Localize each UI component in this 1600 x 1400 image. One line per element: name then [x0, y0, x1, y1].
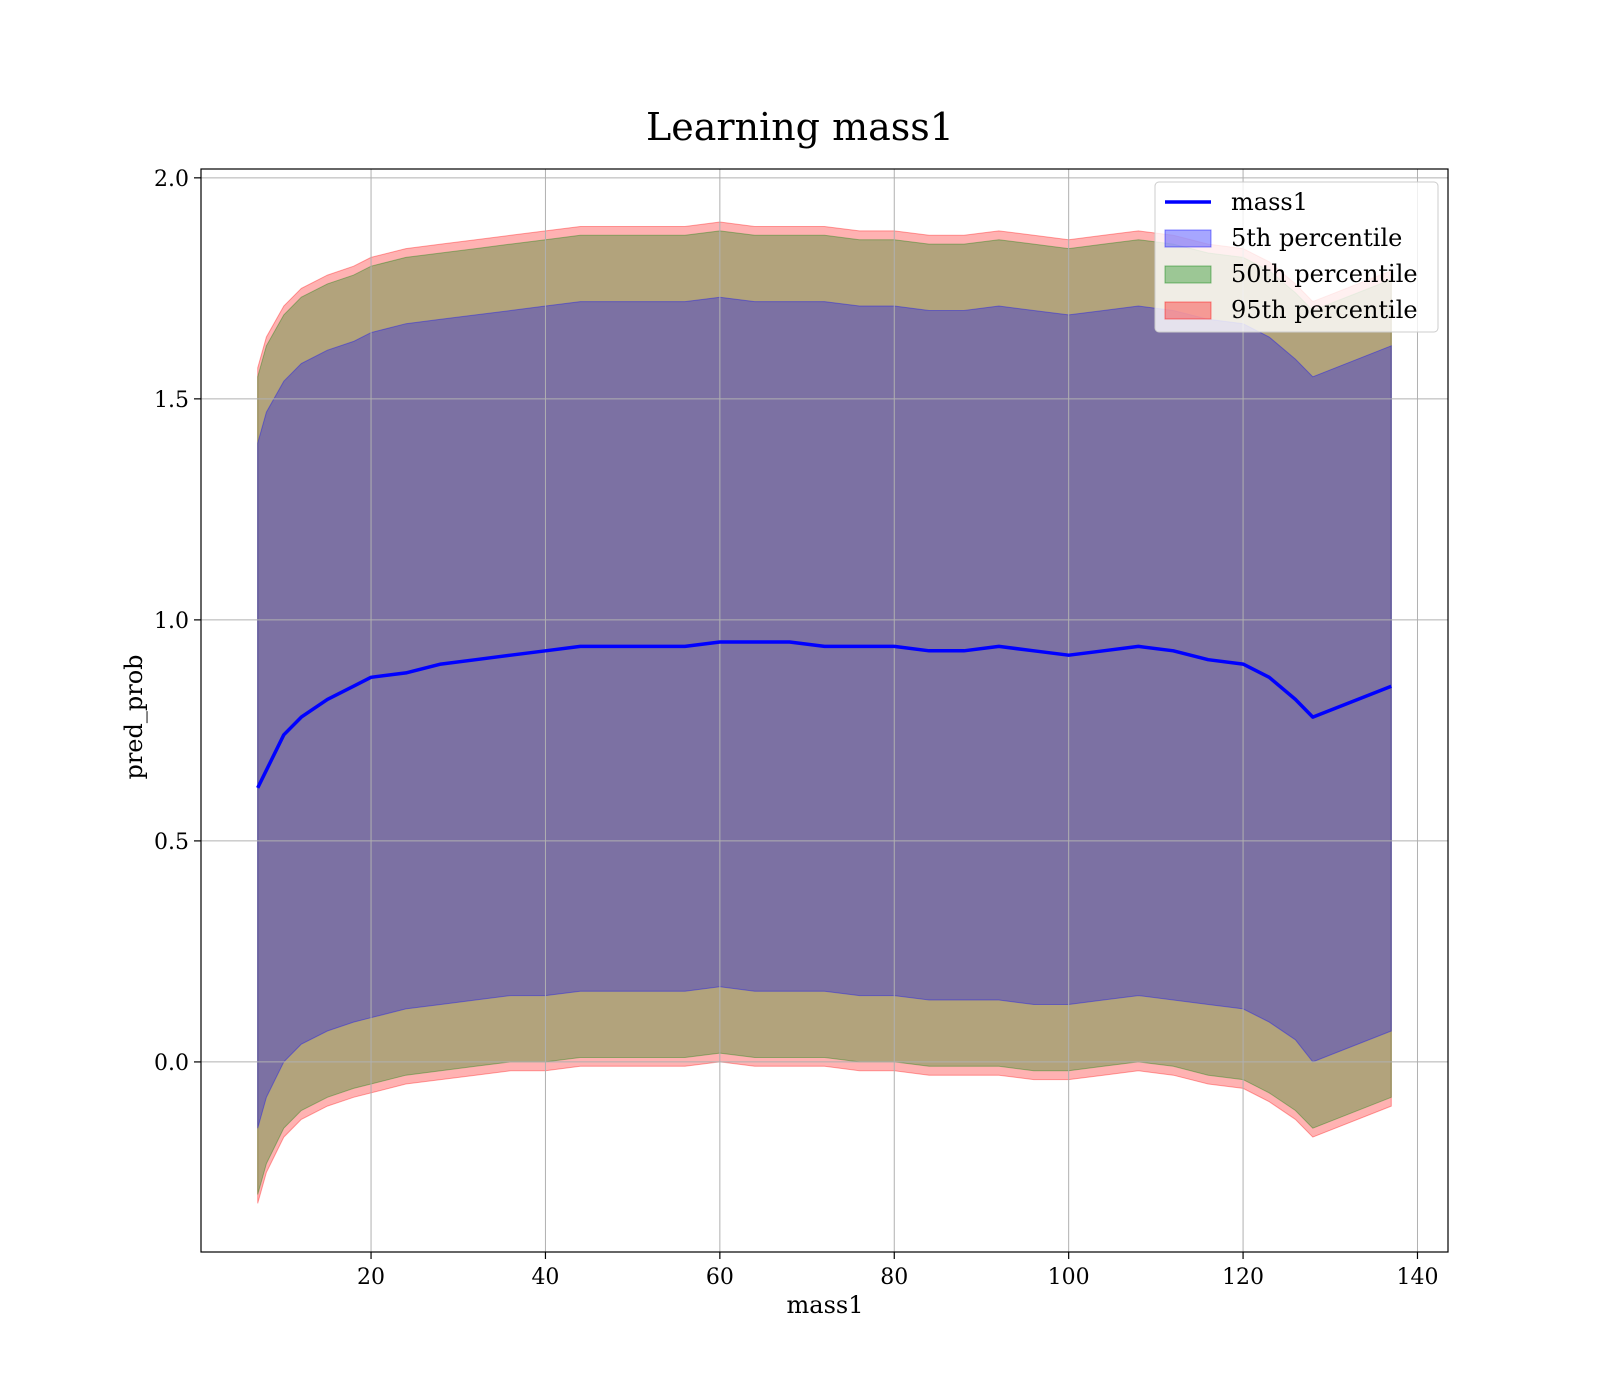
legend-swatch-95th-percentile	[1164, 301, 1212, 320]
bands-layer	[257, 221, 1392, 1204]
y-axis-label: pred_prob	[120, 654, 148, 779]
x-tick-label: 40	[531, 1265, 559, 1290]
legend-label-mass1: mass1	[1231, 188, 1308, 216]
plot-frame	[200, 168, 1449, 1253]
lines-layer	[256, 640, 1392, 789]
y-tick-label: 0.0	[154, 1051, 189, 1076]
legend-box	[1154, 181, 1439, 333]
legend-swatch-50th-percentile	[1164, 265, 1212, 284]
legend-label-95th-percentile: 95th percentile	[1231, 296, 1418, 324]
chart-title: Learning mass1	[646, 105, 954, 149]
y-tick-label: 1.5	[154, 388, 189, 413]
legend-label-50th-percentile: 50th percentile	[1231, 260, 1418, 288]
y-tick-label: 2.0	[154, 167, 189, 192]
x-tick-label: 140	[1396, 1265, 1438, 1290]
series-line-mass1	[256, 640, 1392, 789]
plot-area	[201, 169, 1448, 1252]
grid-layer	[201, 169, 1448, 1252]
legend-label-5th-percentile: 5th percentile	[1231, 224, 1402, 252]
x-tick-label: 60	[706, 1265, 734, 1290]
x-tick-label: 80	[880, 1265, 908, 1290]
x-tick-label: 100	[1048, 1265, 1090, 1290]
legend-swatch-5th-percentile	[1164, 229, 1212, 248]
x-axis-ticks: 20 40 60 80 100 120 140	[357, 1252, 1438, 1290]
x-tick-label: 120	[1222, 1265, 1264, 1290]
legend: mass1 5th percentile 50th percentile 95th p…	[1154, 181, 1439, 333]
y-tick-label: 1.0	[154, 609, 189, 634]
y-tick-label: 0.5	[154, 830, 189, 855]
x-axis-label: mass1	[787, 1291, 864, 1319]
y-axis-ticks: 0.0 0.5 1.0 1.5 2.0	[154, 167, 201, 1076]
x-tick-label: 20	[357, 1265, 385, 1290]
